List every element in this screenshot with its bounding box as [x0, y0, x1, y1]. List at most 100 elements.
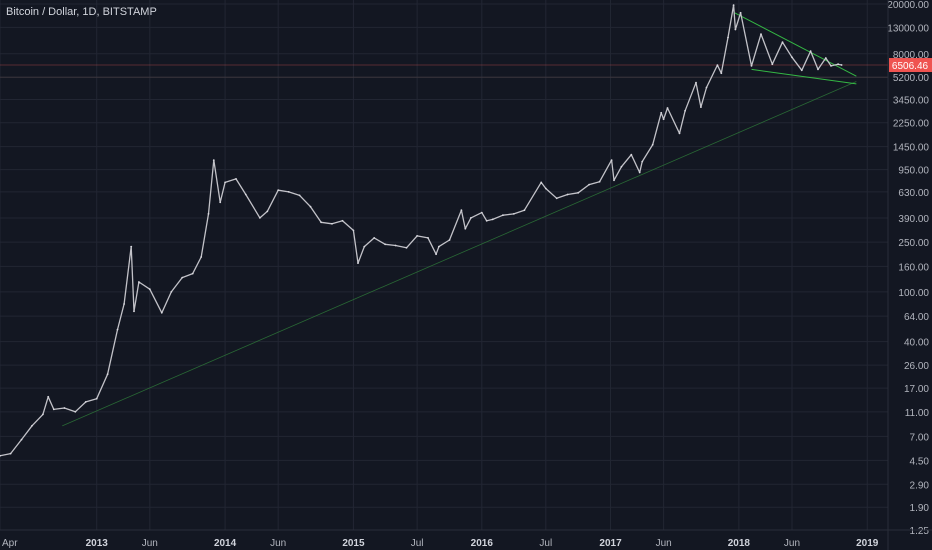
data-point	[781, 41, 784, 44]
data-point	[235, 178, 237, 180]
chart-grid	[0, 0, 888, 531]
data-point	[630, 153, 633, 156]
x-tick-label: 2014	[214, 538, 237, 549]
data-point	[638, 171, 641, 174]
data-point	[219, 201, 222, 204]
data-point	[824, 57, 827, 59]
y-tick-label: 13000.00	[887, 23, 929, 34]
data-point	[734, 28, 737, 31]
y-tick-label: 100.00	[898, 288, 929, 299]
y-tick-label: 26.00	[904, 361, 929, 372]
data-point	[287, 191, 290, 193]
y-tick-label: 7.00	[910, 432, 930, 443]
data-point	[837, 63, 839, 66]
data-point	[42, 413, 44, 416]
y-tick-label: 8000.00	[893, 50, 930, 61]
data-point	[31, 424, 33, 427]
data-point	[95, 397, 98, 400]
data-point	[106, 373, 109, 376]
data-point	[259, 217, 261, 219]
y-tick-label: 2250.00	[893, 119, 930, 130]
data-point	[116, 328, 119, 331]
data-point	[47, 395, 50, 398]
data-point	[544, 187, 547, 190]
x-tick-label: 2019	[856, 538, 879, 549]
data-point	[341, 219, 344, 222]
data-point	[791, 56, 793, 59]
data-point	[700, 106, 702, 108]
data-point	[52, 408, 55, 411]
x-tick-label: Apr	[2, 538, 18, 549]
y-tick-label: 1.25	[910, 526, 930, 537]
data-point	[74, 410, 77, 413]
data-point	[416, 235, 418, 237]
data-point	[394, 244, 397, 247]
y-tick-label: 390.00	[898, 214, 929, 225]
trendline-wedge-top	[734, 12, 857, 77]
data-point	[464, 227, 467, 230]
data-point	[771, 63, 774, 66]
y-tick-label: 11.00	[905, 408, 930, 419]
data-point	[739, 11, 742, 14]
current-price-tag: 6506.46	[889, 58, 932, 73]
x-tick-label: Jun	[270, 538, 286, 549]
trendline-wedge-bottom	[751, 68, 857, 85]
data-point	[84, 401, 87, 403]
data-point	[588, 183, 590, 186]
y-tick-label: 3450.00	[893, 95, 930, 106]
data-point	[480, 211, 483, 214]
x-tick-label: 2018	[728, 538, 751, 549]
x-axis: Apr 2013 Jun 2014 Jun 2015 Jul 2016 Jul 2017 Jun 20…	[0, 529, 932, 549]
data-point	[148, 288, 151, 291]
data-point	[809, 50, 812, 52]
data-point	[191, 272, 194, 275]
y-tick-label: 1450.00	[893, 143, 930, 154]
data-point	[0, 454, 1, 457]
y-tick-label: 64.00	[904, 312, 929, 323]
data-point	[840, 64, 843, 66]
data-point	[373, 237, 376, 239]
data-point	[9, 452, 12, 455]
y-tick-label: 17.00	[904, 384, 929, 395]
data-point	[244, 193, 247, 196]
data-point	[651, 143, 654, 146]
data-point	[750, 65, 753, 67]
data-point	[555, 197, 558, 200]
price-tag-box	[889, 58, 932, 73]
data-point	[620, 165, 623, 168]
data-point	[800, 69, 803, 72]
data-point	[200, 256, 203, 258]
y-tick-label: 630.00	[898, 188, 929, 199]
x-tick-label: Jun	[656, 538, 672, 549]
chart-title: Bitcoin / Dollar, 1D, BITSTAMP	[6, 6, 157, 18]
data-point	[502, 214, 504, 217]
data-point	[181, 276, 184, 279]
data-point	[224, 181, 227, 184]
y-tick-label: 1.90	[910, 503, 930, 514]
x-tick-label: Jul	[411, 538, 424, 549]
data-point	[684, 109, 686, 112]
price-tag-label: 6506.46	[892, 61, 929, 72]
x-tick-label: 2017	[599, 538, 622, 549]
data-point	[352, 229, 355, 232]
data-point	[613, 179, 615, 182]
y-tick-label: 40.00	[904, 338, 929, 349]
data-point	[540, 181, 543, 184]
data-point	[160, 311, 163, 314]
data-point	[130, 245, 133, 248]
y-tick-label: 160.00	[898, 262, 929, 273]
data-point	[435, 253, 437, 256]
data-point	[705, 86, 708, 89]
data-point	[212, 159, 215, 162]
data-point	[448, 239, 451, 241]
data-point	[566, 193, 569, 196]
data-point	[266, 210, 269, 213]
x-tick-label: Jul	[539, 538, 552, 549]
data-point	[727, 36, 729, 39]
y-tick-label: 5200.00	[893, 73, 930, 84]
data-point	[405, 246, 408, 249]
data-point	[320, 221, 322, 224]
data-point	[830, 65, 832, 67]
data-point	[610, 159, 613, 162]
